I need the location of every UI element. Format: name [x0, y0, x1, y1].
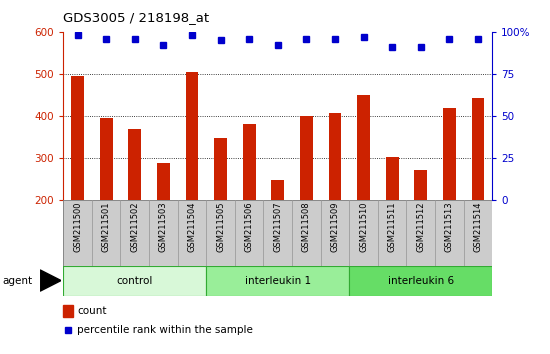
- Bar: [349, 266, 492, 296]
- Text: control: control: [117, 275, 153, 286]
- Bar: [214, 138, 227, 200]
- Text: agent: agent: [3, 275, 33, 286]
- Bar: [185, 72, 199, 200]
- Text: GSM211501: GSM211501: [102, 201, 111, 252]
- Bar: [378, 200, 406, 266]
- Bar: [443, 108, 456, 200]
- Bar: [100, 118, 113, 200]
- Text: GSM211500: GSM211500: [73, 201, 82, 252]
- Bar: [321, 200, 349, 266]
- Text: GSM211505: GSM211505: [216, 201, 225, 252]
- Text: GSM211514: GSM211514: [474, 201, 482, 252]
- Polygon shape: [40, 270, 61, 291]
- Bar: [63, 266, 206, 296]
- Bar: [271, 180, 284, 200]
- Bar: [300, 116, 313, 200]
- Bar: [435, 200, 464, 266]
- Bar: [178, 200, 206, 266]
- Bar: [63, 305, 73, 317]
- Bar: [63, 200, 92, 266]
- Text: GSM211504: GSM211504: [188, 201, 196, 252]
- Bar: [71, 76, 84, 200]
- Bar: [157, 164, 170, 200]
- Bar: [243, 124, 256, 200]
- Bar: [292, 200, 321, 266]
- Text: interleukin 6: interleukin 6: [388, 275, 454, 286]
- Bar: [349, 200, 378, 266]
- Text: GSM211510: GSM211510: [359, 201, 368, 252]
- Bar: [386, 157, 399, 200]
- Text: GSM211508: GSM211508: [302, 201, 311, 252]
- Bar: [414, 170, 427, 200]
- Text: GSM211506: GSM211506: [245, 201, 254, 252]
- Text: count: count: [77, 306, 107, 316]
- Bar: [120, 200, 149, 266]
- Text: GSM211502: GSM211502: [130, 201, 139, 252]
- Bar: [128, 129, 141, 200]
- Bar: [92, 200, 120, 266]
- Text: GSM211503: GSM211503: [159, 201, 168, 252]
- Bar: [464, 200, 492, 266]
- Text: GDS3005 / 218198_at: GDS3005 / 218198_at: [63, 11, 210, 24]
- Text: GSM211507: GSM211507: [273, 201, 282, 252]
- Text: GSM211509: GSM211509: [331, 201, 339, 252]
- Bar: [206, 200, 235, 266]
- Bar: [263, 200, 292, 266]
- Bar: [471, 98, 485, 200]
- Bar: [206, 266, 349, 296]
- Bar: [357, 95, 370, 200]
- Bar: [328, 113, 342, 200]
- Text: GSM211511: GSM211511: [388, 201, 397, 252]
- Bar: [149, 200, 178, 266]
- Bar: [406, 200, 435, 266]
- Text: GSM211513: GSM211513: [445, 201, 454, 252]
- Text: interleukin 1: interleukin 1: [245, 275, 311, 286]
- Bar: [235, 200, 263, 266]
- Text: GSM211512: GSM211512: [416, 201, 425, 252]
- Text: percentile rank within the sample: percentile rank within the sample: [77, 325, 253, 335]
